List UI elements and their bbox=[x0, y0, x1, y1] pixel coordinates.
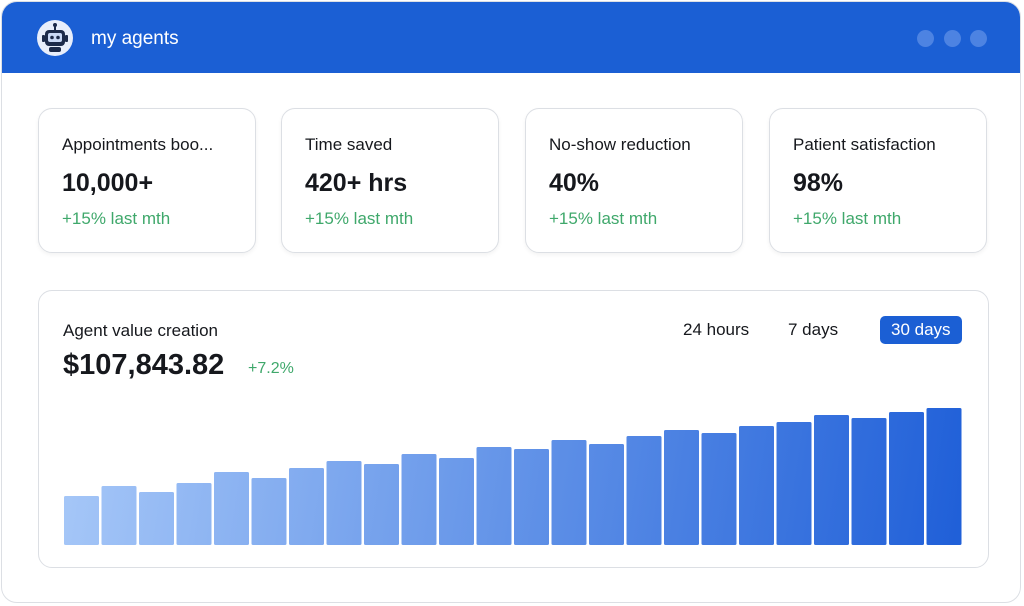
bar bbox=[814, 415, 849, 545]
bar bbox=[551, 440, 587, 545]
bar bbox=[851, 418, 887, 545]
stat-change: +15% last mth bbox=[549, 209, 658, 228]
stat-label: Appointments boo... bbox=[62, 135, 214, 154]
stat-change: +15% last mth bbox=[305, 209, 414, 228]
stat-value: 10,000+ bbox=[62, 169, 154, 197]
stat-card: No-show reduction 40% +15% last mth bbox=[525, 108, 743, 253]
bar bbox=[401, 454, 437, 545]
bar bbox=[664, 430, 699, 545]
bar bbox=[476, 447, 512, 545]
window-dot[interactable] bbox=[917, 30, 934, 47]
panel-title: Agent value creation bbox=[63, 321, 218, 340]
panel-change: +7.2% bbox=[248, 360, 294, 377]
bar bbox=[101, 486, 137, 545]
bar bbox=[251, 478, 287, 545]
stat-value: 420+ hrs bbox=[305, 169, 408, 197]
app-title: my agents bbox=[91, 28, 179, 49]
bar bbox=[589, 444, 624, 545]
bar bbox=[364, 464, 399, 545]
value-panel: Agent value creation $107,843.82 +7.2% 2… bbox=[38, 290, 989, 568]
bar bbox=[289, 468, 324, 545]
bar bbox=[214, 472, 249, 545]
bar bbox=[776, 422, 812, 545]
bar bbox=[926, 408, 962, 545]
stat-value: 40% bbox=[549, 169, 600, 197]
bar bbox=[139, 492, 174, 545]
range-tab[interactable]: 7 days bbox=[788, 320, 839, 339]
range-tab[interactable]: 30 days bbox=[880, 316, 962, 344]
bar bbox=[176, 483, 212, 545]
stat-change: +15% last mth bbox=[62, 209, 171, 228]
bar bbox=[326, 461, 362, 545]
stat-value: 98% bbox=[793, 169, 844, 197]
bar bbox=[889, 412, 924, 545]
bar bbox=[439, 458, 474, 545]
stat-label: Patient satisfaction bbox=[793, 135, 936, 154]
window-dot[interactable] bbox=[970, 30, 987, 47]
stat-card: Time saved 420+ hrs +15% last mth bbox=[281, 108, 499, 253]
panel-amount: $107,843.82 bbox=[63, 349, 225, 381]
window-dot[interactable] bbox=[944, 30, 961, 47]
bar-chart bbox=[64, 408, 962, 545]
range-tab[interactable]: 24 hours bbox=[683, 320, 750, 339]
bar bbox=[514, 449, 549, 545]
header: my agents bbox=[2, 2, 1020, 73]
stat-card: Appointments boo... 10,000+ +15% last mth bbox=[38, 108, 256, 253]
bar bbox=[64, 496, 99, 545]
bar bbox=[701, 433, 737, 545]
stat-change: +15% last mth bbox=[793, 209, 902, 228]
agent-logo bbox=[37, 20, 73, 56]
stat-card: Patient satisfaction 98% +15% last mth bbox=[769, 108, 987, 253]
stat-label: No-show reduction bbox=[549, 135, 691, 154]
bar bbox=[739, 426, 774, 545]
stat-label: Time saved bbox=[305, 135, 393, 154]
bar bbox=[626, 436, 662, 545]
